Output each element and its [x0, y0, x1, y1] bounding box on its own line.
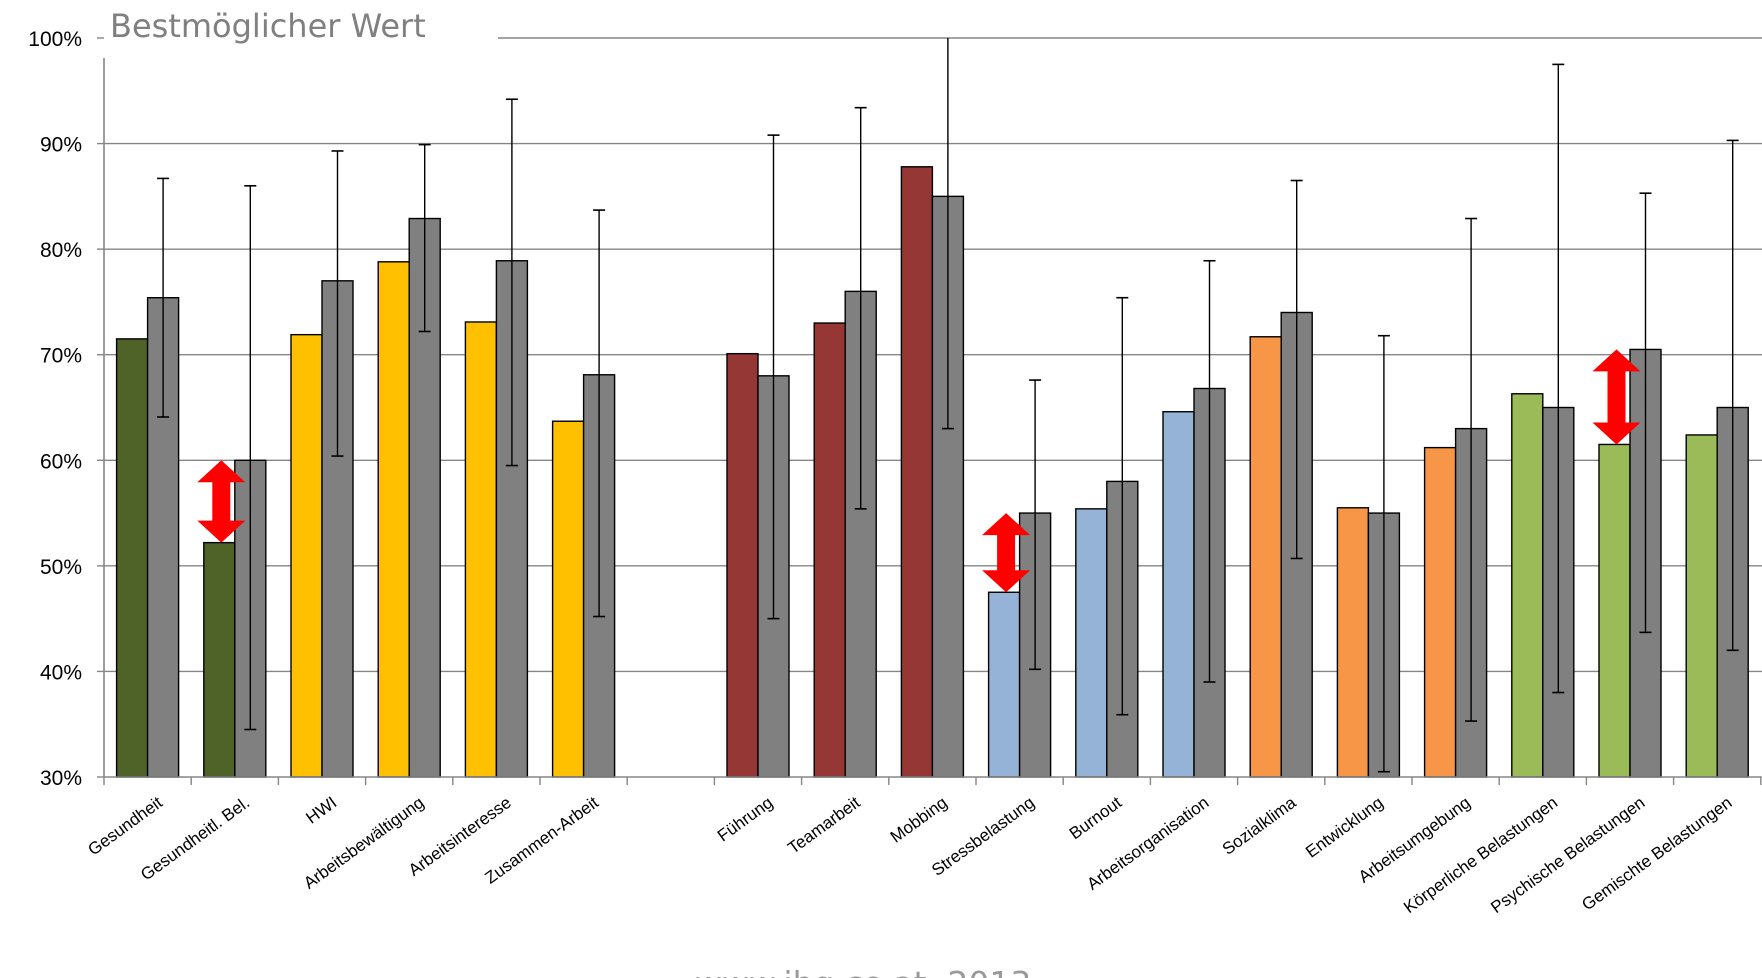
- bar-reference: [844, 290, 877, 778]
- difference-arrow: [197, 460, 246, 543]
- difference-arrow: [1592, 349, 1641, 445]
- category-label: Führung: [714, 793, 776, 846]
- bar-value: [987, 591, 1021, 778]
- chart-title: Bestmöglicher Wert: [110, 7, 426, 45]
- bar-value: [115, 338, 149, 778]
- category-label: Psychische Belastungen: [1487, 793, 1648, 917]
- error-bars: [157, 38, 1739, 773]
- category-label: HWI: [302, 793, 340, 828]
- difference-arrows: [197, 349, 1641, 593]
- bar-value: [726, 352, 759, 778]
- bar-value: [377, 261, 410, 778]
- bar-value: [1598, 443, 1631, 778]
- axes: [103, 58, 1762, 785]
- y-tick-label: 90%: [40, 134, 82, 157]
- bar-value: [464, 321, 498, 778]
- category-label: Sozialklima: [1219, 793, 1300, 859]
- y-tick-label: 50%: [40, 556, 82, 579]
- bar-value: [1685, 434, 1718, 778]
- category-label: Entwicklung: [1302, 793, 1387, 862]
- y-tick-label: 70%: [40, 345, 82, 368]
- bar-value: [551, 420, 585, 778]
- bar-value: [813, 322, 846, 778]
- bar-value: [203, 541, 236, 778]
- difference-arrow: [982, 513, 1031, 593]
- category-label: Burnout: [1066, 793, 1126, 844]
- category-label: Teamarbeit: [784, 793, 863, 858]
- bar-value: [1249, 336, 1282, 778]
- y-tick-label: 30%: [40, 767, 82, 790]
- category-label: Gemischte Belastungen: [1578, 793, 1735, 914]
- y-axis-ticks: 30% 40% 50% 60% 70% 80% 90% 100%: [28, 28, 104, 790]
- category-label: Gesundheit: [84, 793, 166, 860]
- bar-value: [1336, 507, 1370, 778]
- watermark-text: www.ibg.co.at, 2013: [695, 964, 1031, 978]
- bar-value: [1511, 393, 1544, 778]
- y-tick-label: 100%: [28, 28, 82, 51]
- bar-value: [290, 333, 323, 778]
- category-label: Körperliche Belastungen: [1400, 793, 1561, 917]
- y-tick-label: 60%: [40, 450, 82, 473]
- bar-value: [1423, 446, 1457, 778]
- y-tick-label: 40%: [40, 661, 82, 684]
- bar-value: [1162, 411, 1195, 778]
- y-tick-label: 80%: [40, 239, 82, 262]
- bars: [115, 166, 1749, 778]
- bar-value: [1075, 508, 1108, 778]
- bar-value: [900, 166, 934, 778]
- category-label: Mobbing: [887, 793, 951, 847]
